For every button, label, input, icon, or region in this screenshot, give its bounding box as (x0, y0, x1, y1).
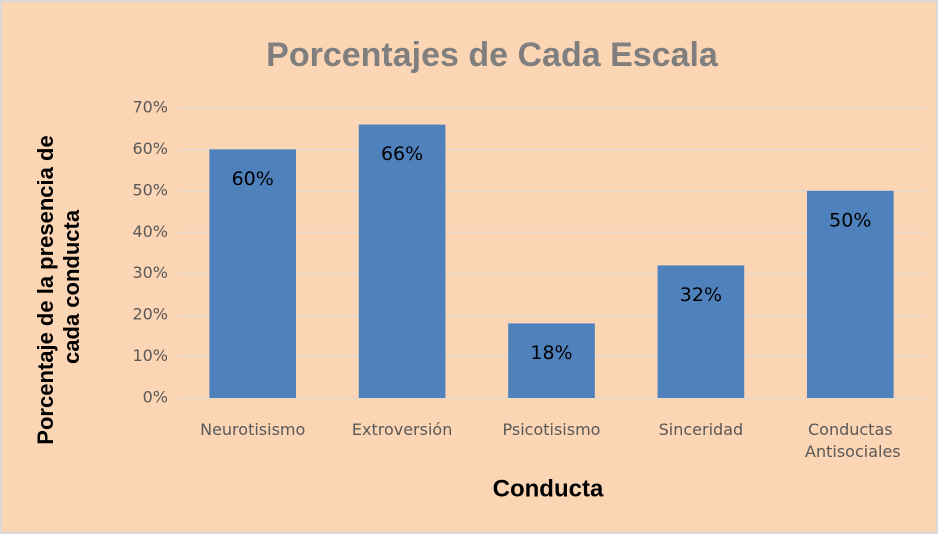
x-tick-label: Conductas Antisociales (800, 420, 901, 461)
x-tick-label: Sinceridad (659, 420, 744, 439)
data-label: 32% (680, 284, 722, 306)
data-label: 66% (381, 143, 423, 165)
x-axis-title: Conducta (493, 475, 604, 502)
y-tick-label: 60% (132, 139, 168, 158)
y-tick-label: 70% (132, 98, 168, 117)
data-label: 50% (829, 209, 871, 231)
y-axis-title: Porcentaje de la presencia de cada condu… (33, 135, 84, 444)
bar (508, 323, 595, 398)
x-tick-label: Neurotisismo (200, 420, 305, 439)
x-tick-label: Extroversión (352, 420, 452, 439)
y-tick-label: 0% (143, 388, 168, 407)
bar (657, 265, 745, 398)
y-tick-label: 20% (132, 305, 168, 324)
bar (358, 124, 446, 399)
bar (209, 149, 297, 398)
bar (806, 190, 894, 398)
y-tick-label: 10% (132, 346, 168, 365)
y-tick-label: 30% (132, 263, 168, 282)
data-label: 18% (530, 342, 572, 364)
y-tick-label: 40% (132, 222, 168, 241)
y-tick-label: 50% (132, 180, 168, 199)
data-label: 60% (232, 168, 274, 190)
x-tick-label: Psicotisismo (503, 420, 601, 439)
chart-title: Porcentajes de Cada Escala (266, 36, 719, 74)
